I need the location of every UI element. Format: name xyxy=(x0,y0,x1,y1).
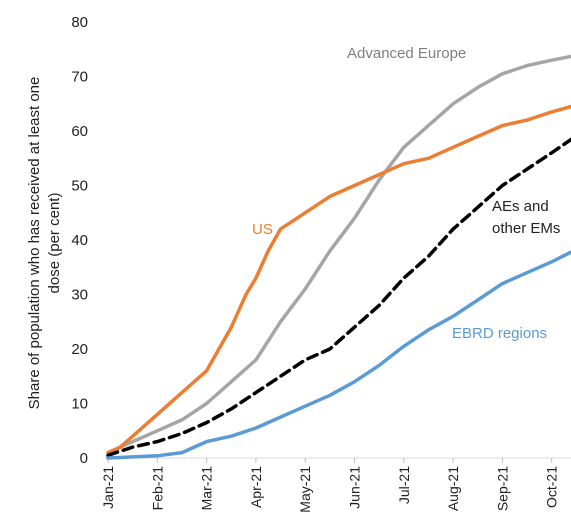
x-tick-label: Feb-21 xyxy=(149,466,165,511)
x-tick-label: Mar-21 xyxy=(199,466,215,511)
x-tick-label: Jun-21 xyxy=(347,466,363,509)
y-axis-label-line-1: Share of population who has received at … xyxy=(26,77,43,410)
x-tick-label: Sep-21 xyxy=(494,466,510,511)
x-tick-label: May-21 xyxy=(297,466,313,513)
y-axis-label-line-2: dose (per cent) xyxy=(46,193,63,294)
y-tick-label: 40 xyxy=(71,232,88,249)
x-tick-label: Jan-21 xyxy=(100,466,116,509)
series-label-us: US xyxy=(252,221,273,238)
y-tick-label: 20 xyxy=(71,341,88,358)
series-line-us xyxy=(106,104,571,455)
x-tick-label: Oct-21 xyxy=(544,466,560,508)
y-tick-label: 10 xyxy=(71,396,88,413)
series-lines xyxy=(106,54,571,460)
series-label-aes-line-2: other EMs xyxy=(492,220,560,237)
y-tick-label: 60 xyxy=(71,123,88,140)
y-tick-label: 0 xyxy=(80,450,88,467)
y-tick-label: 30 xyxy=(71,287,88,304)
series-line-ebrd-regions xyxy=(106,250,571,460)
y-ticks: 0 10 20 30 40 50 60 70 80 xyxy=(71,14,88,467)
series-label-ebrd-regions: EBRD regions xyxy=(452,325,547,342)
series-label-aes-line-1: AEs and xyxy=(492,198,549,215)
series-label-advanced-europe: Advanced Europe xyxy=(347,45,466,62)
x-tick-label: Apr-21 xyxy=(248,466,264,508)
y-tick-label: 70 xyxy=(71,69,88,86)
series-line-aes-and-other-ems xyxy=(106,137,571,458)
y-tick-label: 50 xyxy=(71,178,88,195)
x-tick-label: Jul-21 xyxy=(396,466,412,504)
y-tick-label: 80 xyxy=(71,14,88,31)
series-line-advanced-europe xyxy=(106,54,571,459)
x-tick-label: Aug-21 xyxy=(445,466,461,511)
x-ticks: Jan-21 Feb-21 Mar-21 Apr-21 May-21 Jun-21 Jul-… xyxy=(100,458,560,513)
